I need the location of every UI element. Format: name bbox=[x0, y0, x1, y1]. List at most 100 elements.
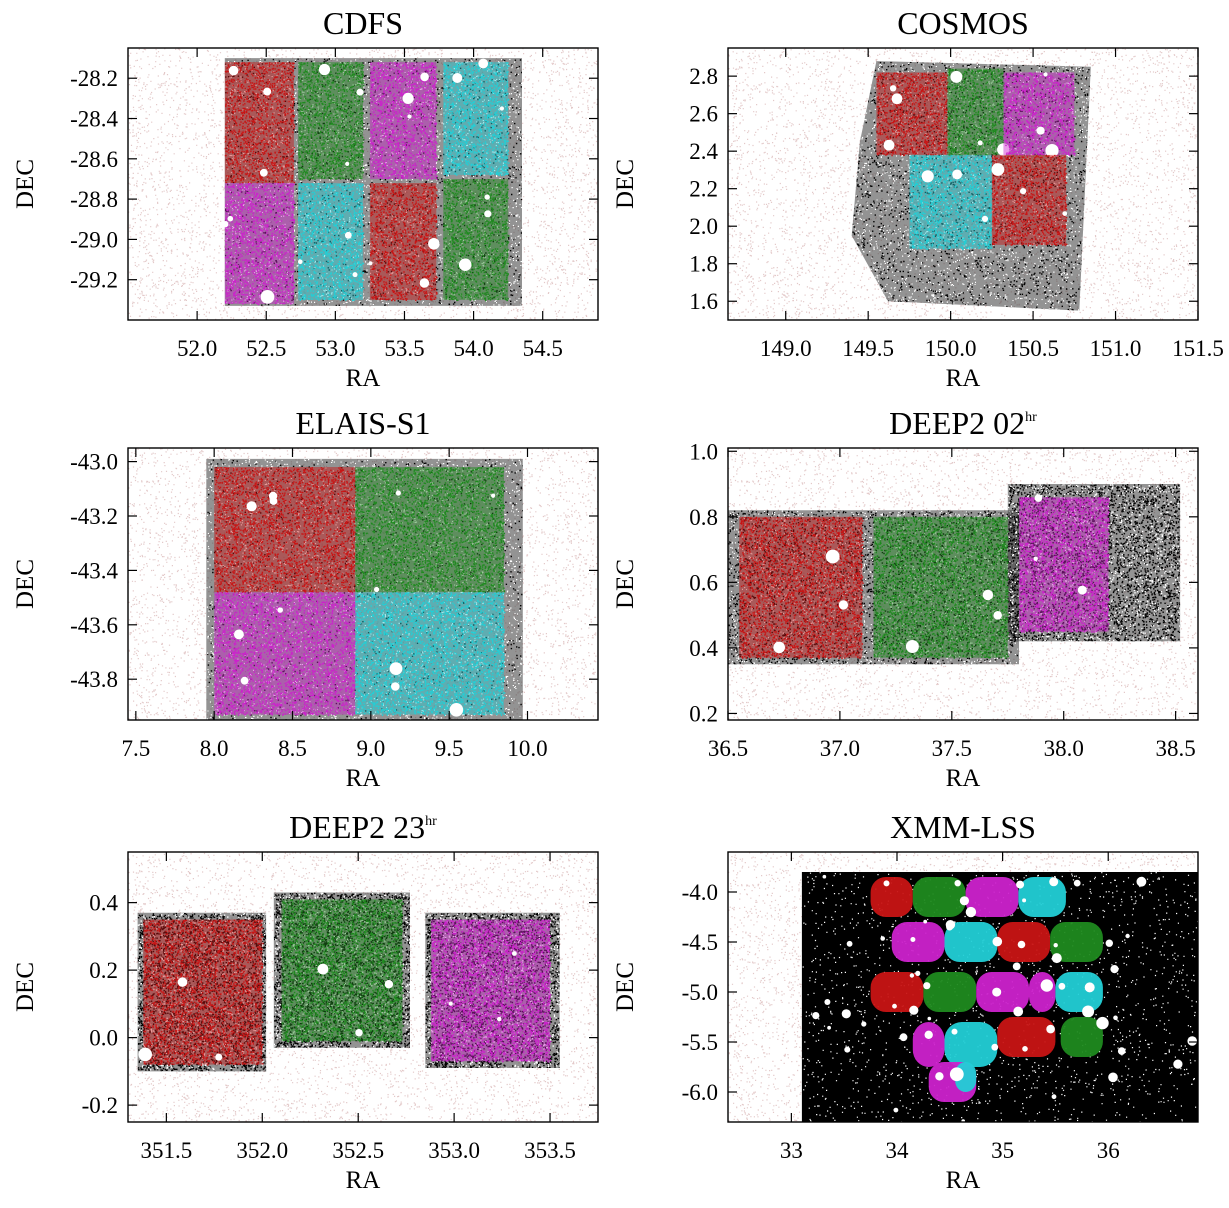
y-axis-label: DEC bbox=[12, 559, 39, 609]
panel-title: XMM-LSS bbox=[890, 809, 1036, 845]
x-tick-label: 151.0 bbox=[1090, 336, 1142, 361]
x-tick-label: 8.0 bbox=[200, 736, 229, 761]
star-mask bbox=[1013, 963, 1021, 971]
y-tick-label: 0.0 bbox=[89, 1026, 118, 1051]
region-magenta-12 bbox=[1029, 972, 1055, 1012]
panel-cosmos: 149.0 149.5 150.0 150.5 151.0 151.51.61.82.02… bbox=[612, 5, 1224, 392]
region-red-1 bbox=[214, 467, 356, 594]
y-tick-label: -29.2 bbox=[70, 268, 118, 293]
panel-title: DEEP2 02hr bbox=[889, 405, 1037, 441]
star-mask bbox=[1125, 934, 1129, 938]
x-tick-label: 54.5 bbox=[523, 336, 563, 361]
star-mask bbox=[892, 1004, 897, 1009]
x-tick-label: 352.5 bbox=[332, 1138, 384, 1163]
x-tick-label: 53.5 bbox=[384, 336, 424, 361]
y-tick-label: 0.4 bbox=[89, 891, 118, 916]
x-tick-label: 37.0 bbox=[820, 736, 860, 761]
region-green-2 bbox=[282, 899, 404, 1042]
y-axis-label: DEC bbox=[612, 559, 639, 609]
star-mask bbox=[1022, 1046, 1028, 1052]
plot-area bbox=[728, 48, 1199, 321]
star-mask bbox=[900, 1033, 908, 1041]
x-tick-label: 37.5 bbox=[932, 736, 972, 761]
x-tick-label: 8.5 bbox=[278, 736, 307, 761]
star-mask bbox=[1059, 983, 1066, 990]
y-tick-label: -43.8 bbox=[70, 667, 118, 692]
region-magenta-3 bbox=[1019, 494, 1110, 633]
panel-deep2-02: 36.5 37.0 37.5 38.0 38.50.20.40.60.81.0DEEP2… bbox=[612, 405, 1199, 792]
star-mask bbox=[910, 973, 914, 977]
star-mask bbox=[1049, 877, 1058, 886]
x-tick-label: 7.5 bbox=[121, 736, 150, 761]
panel-title: ELAIS-S1 bbox=[295, 405, 430, 441]
star-mask bbox=[824, 999, 830, 1005]
x-tick-label: 35 bbox=[991, 1138, 1014, 1163]
x-tick-label: 149.0 bbox=[760, 336, 812, 361]
y-tick-label: -0.2 bbox=[82, 1093, 118, 1118]
y-tick-label: 0.8 bbox=[689, 505, 718, 530]
panel-title: DEEP2 23hr bbox=[289, 809, 437, 845]
region-green-8 bbox=[443, 179, 509, 301]
region-red-1 bbox=[739, 517, 864, 659]
region-red-1 bbox=[871, 877, 913, 917]
y-tick-label: 1.8 bbox=[689, 252, 718, 277]
y-tick-label: -43.6 bbox=[70, 613, 118, 638]
y-tick-label: 2.4 bbox=[689, 139, 718, 164]
star-mask bbox=[1108, 1073, 1118, 1083]
star-mask bbox=[923, 920, 927, 924]
star-mask bbox=[1173, 1060, 1182, 1069]
region-red-7 bbox=[368, 183, 439, 301]
x-tick-label: 38.0 bbox=[1044, 736, 1084, 761]
region-cyan-4 bbox=[909, 155, 993, 250]
y-tick-label: 1.0 bbox=[689, 439, 718, 464]
y-tick-label: 2.6 bbox=[689, 102, 718, 127]
y-tick-label: -6.0 bbox=[682, 1080, 718, 1105]
x-tick-label: 38.5 bbox=[1155, 736, 1195, 761]
panel-deep2-23: 351.5 352.0 352.5 353.0 353.5-0.20.00.20.4DE… bbox=[12, 809, 599, 1194]
x-tick-label: 52.0 bbox=[177, 336, 217, 361]
region-green-2 bbox=[874, 517, 1010, 659]
y-tick-label: -43.2 bbox=[70, 504, 118, 529]
x-tick-label: 353.5 bbox=[524, 1138, 576, 1163]
x-tick-label: 34 bbox=[885, 1138, 909, 1163]
plot-area bbox=[128, 852, 599, 1123]
star-mask bbox=[844, 1047, 850, 1053]
region-magenta-11 bbox=[976, 972, 1029, 1012]
region-magenta-3 bbox=[431, 920, 551, 1063]
x-tick-label: 150.5 bbox=[1007, 336, 1059, 361]
star-mask bbox=[991, 1044, 998, 1051]
plot-area bbox=[128, 48, 599, 321]
y-tick-label: -28.2 bbox=[70, 66, 118, 91]
region-cyan-4 bbox=[1016, 877, 1066, 917]
star-mask bbox=[880, 936, 885, 941]
x-tick-label: 352.0 bbox=[236, 1138, 288, 1163]
x-axis-label: RA bbox=[346, 765, 381, 792]
y-tick-label: -28.4 bbox=[70, 107, 118, 132]
star-mask bbox=[1018, 941, 1026, 949]
region-red-1 bbox=[225, 62, 295, 184]
y-tick-label: -29.0 bbox=[70, 227, 118, 252]
x-tick-label: 36 bbox=[1097, 1138, 1120, 1163]
star-mask bbox=[909, 1006, 918, 1015]
title-superscript: hr bbox=[425, 814, 437, 829]
y-axis-label: DEC bbox=[12, 962, 39, 1012]
y-axis-label: DEC bbox=[612, 159, 639, 209]
panel-elais-s1: 7.5 8.0 8.5 9.0 9.5 10.0-43.8-43.6-43.4-43.2-… bbox=[12, 405, 599, 792]
y-tick-label: 0.4 bbox=[689, 636, 718, 661]
region-cyan-4 bbox=[443, 59, 509, 177]
star-mask bbox=[1074, 880, 1081, 887]
star-mask bbox=[1118, 1047, 1126, 1055]
y-tick-label: -43.4 bbox=[70, 558, 118, 583]
title-superscript: hr bbox=[1025, 410, 1037, 425]
region-magenta-3 bbox=[966, 877, 1019, 917]
panel-cdfs: 52.0 52.5 53.0 53.5 54.0 54.5-29.2-29.0-28.8-… bbox=[12, 5, 599, 392]
region-magenta-3 bbox=[1003, 72, 1075, 157]
region-magenta-5 bbox=[892, 922, 945, 962]
y-tick-label: 2.2 bbox=[689, 177, 718, 202]
star-mask bbox=[1022, 898, 1026, 902]
y-tick-label: -28.6 bbox=[70, 147, 118, 172]
star-mask bbox=[1106, 940, 1113, 947]
x-tick-label: 150.0 bbox=[925, 336, 977, 361]
y-tick-label: -43.0 bbox=[70, 450, 118, 475]
x-tick-label: 54.0 bbox=[453, 336, 493, 361]
